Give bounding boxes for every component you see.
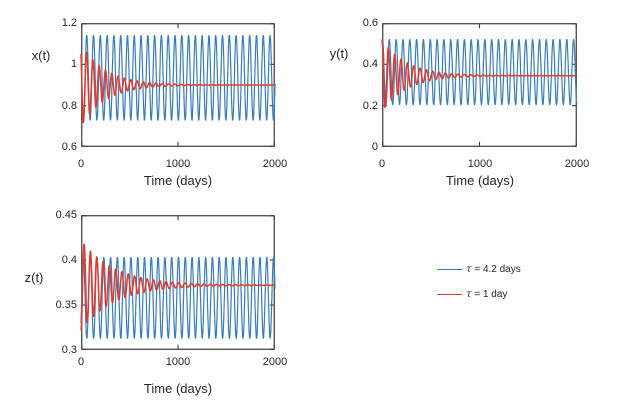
y-tick-label: 0 bbox=[371, 141, 378, 153]
legend-label-text: = 1 day bbox=[471, 289, 508, 300]
x-tick-label: 2000 bbox=[564, 158, 590, 170]
y-tick-label: 0.45 bbox=[55, 209, 77, 221]
x-tick-label: 2000 bbox=[262, 356, 288, 368]
series-tau-1-day bbox=[381, 39, 578, 109]
x-axis-label: Time (days) bbox=[143, 381, 213, 396]
y-axis-label: y(t) bbox=[329, 46, 349, 61]
x-tick-label: 1000 bbox=[165, 356, 191, 368]
legend-line-tau-1-day bbox=[437, 294, 462, 295]
subplot-xt-plot bbox=[80, 23, 276, 147]
legend-label-tau-1-day: τ = 1 day bbox=[466, 288, 507, 301]
x-tick-label: 0 bbox=[77, 356, 85, 368]
x-tick-label: 0 bbox=[77, 158, 85, 170]
y-tick-label: 0.35 bbox=[55, 299, 77, 311]
subplot-zt-plot bbox=[80, 215, 276, 350]
x-tick-label: 0 bbox=[378, 158, 386, 170]
x-tick-label: 2000 bbox=[262, 158, 288, 170]
series-tau-4p2-days bbox=[80, 256, 276, 339]
y-tick-label: 0.8 bbox=[61, 100, 77, 112]
series-tau-1-day bbox=[80, 243, 276, 331]
y-tick-label: 0.3 bbox=[61, 344, 77, 356]
x-tick-label: 1000 bbox=[165, 158, 191, 170]
x-axis-label: Time (days) bbox=[143, 173, 213, 188]
y-axis-label: z(t) bbox=[24, 270, 44, 285]
y-tick-label: 1 bbox=[70, 58, 77, 70]
y-tick-label: 0.4 bbox=[61, 254, 77, 266]
legend-line-tau-4.2-days bbox=[437, 269, 462, 270]
y-tick-label: 1.2 bbox=[61, 17, 77, 29]
legend-label-text: = 4.2 days bbox=[471, 264, 521, 275]
tau-symbol: τ bbox=[466, 289, 472, 300]
legend-label-tau-4.2-days: τ = 4.2 days bbox=[466, 263, 521, 276]
y-tick-label: 0.2 bbox=[362, 100, 378, 112]
y-axis-label: x(t) bbox=[31, 48, 51, 63]
y-tick-label: 0.6 bbox=[362, 17, 378, 29]
x-axis-label: Time (days) bbox=[445, 173, 515, 188]
subplot-yt-plot bbox=[381, 23, 578, 147]
tau-symbol: τ bbox=[466, 264, 472, 275]
x-tick-label: 1000 bbox=[467, 158, 493, 170]
y-tick-label: 0.4 bbox=[362, 58, 378, 70]
series-tau-4p2-days bbox=[381, 39, 578, 106]
y-tick-label: 0.6 bbox=[61, 141, 77, 153]
series-tau-4p2-days bbox=[80, 34, 276, 121]
series-tau-1-day bbox=[80, 51, 276, 124]
